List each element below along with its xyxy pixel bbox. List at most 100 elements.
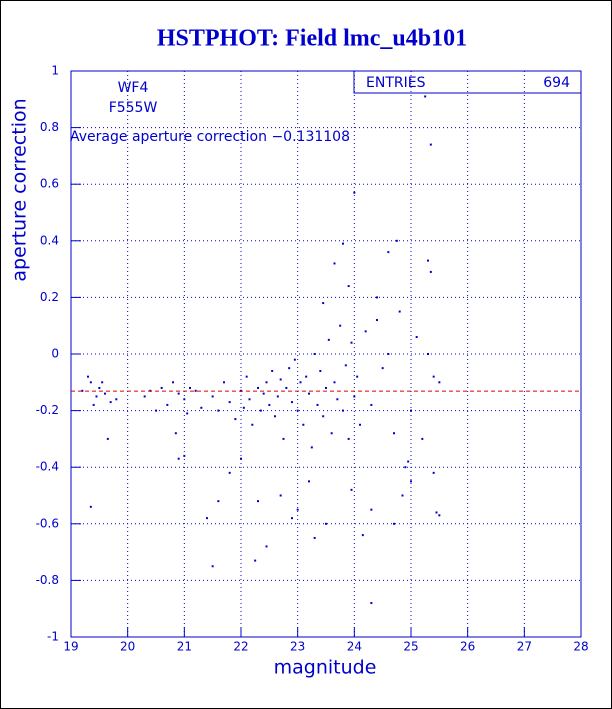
annotation: F555W <box>109 100 158 116</box>
annotation: WF4 <box>118 80 149 96</box>
point <box>282 437 285 440</box>
point <box>336 398 339 401</box>
point <box>271 369 274 372</box>
point <box>279 378 282 381</box>
y-tick-label: 1 <box>51 64 59 78</box>
point <box>407 460 410 463</box>
point <box>350 488 353 491</box>
point <box>344 364 347 367</box>
point <box>257 500 259 503</box>
x-tick-label: 20 <box>120 640 135 654</box>
point <box>438 381 441 384</box>
point <box>211 565 214 568</box>
point <box>183 454 186 457</box>
point <box>327 338 330 341</box>
x-axis-label: magnitude <box>274 657 377 679</box>
point <box>200 406 203 409</box>
point <box>254 559 257 562</box>
point <box>177 457 180 460</box>
point <box>330 432 333 435</box>
point <box>364 330 367 333</box>
point <box>316 403 319 406</box>
point <box>217 500 220 503</box>
point <box>424 95 427 98</box>
point <box>98 386 101 389</box>
point <box>189 386 191 389</box>
x-tick-label: 28 <box>573 640 588 654</box>
point <box>347 285 350 288</box>
point <box>350 341 353 344</box>
point <box>155 409 157 412</box>
point <box>143 395 146 398</box>
x-tick-label: 25 <box>403 640 418 654</box>
point <box>109 401 112 404</box>
point <box>92 403 95 406</box>
point <box>415 336 418 339</box>
point <box>240 457 242 460</box>
point <box>268 403 271 406</box>
point <box>177 392 180 395</box>
y-tick-label: -0.4 <box>36 460 59 474</box>
point <box>322 415 325 418</box>
point <box>381 367 384 370</box>
point <box>194 389 197 392</box>
x-tick-label: 24 <box>347 640 362 654</box>
point <box>166 403 169 406</box>
point <box>356 375 359 378</box>
x-tick-label: 26 <box>460 640 475 654</box>
point <box>313 353 316 355</box>
point <box>242 406 245 409</box>
point <box>106 437 109 440</box>
point <box>361 534 364 537</box>
point <box>410 480 412 483</box>
point <box>245 375 248 378</box>
point <box>291 517 293 520</box>
point <box>206 517 208 520</box>
y-axis-label: aperture correction <box>9 98 31 281</box>
point <box>347 437 350 440</box>
point <box>387 353 390 355</box>
point <box>174 432 177 435</box>
x-tick-label: 23 <box>290 640 305 654</box>
point <box>429 270 432 273</box>
point <box>427 259 429 262</box>
point <box>353 191 356 194</box>
y-tick-label: 0 <box>51 347 59 361</box>
point <box>370 602 373 605</box>
point <box>265 381 268 384</box>
y-tick-label: 0.6 <box>40 177 59 191</box>
point <box>313 536 316 539</box>
point <box>160 386 163 389</box>
x-tick-label: 19 <box>63 640 78 654</box>
point <box>401 494 404 497</box>
point <box>89 505 92 508</box>
point <box>248 398 251 401</box>
point <box>186 412 189 415</box>
point <box>183 398 186 401</box>
point <box>353 395 356 398</box>
point <box>296 508 299 511</box>
point <box>291 401 293 404</box>
point <box>376 296 378 299</box>
point <box>251 423 254 426</box>
point <box>339 324 342 327</box>
y-tick-label: -0.2 <box>36 403 59 417</box>
point <box>228 471 231 474</box>
point <box>432 375 435 378</box>
point <box>87 375 89 378</box>
point <box>438 514 441 517</box>
point <box>410 409 412 412</box>
point <box>333 381 336 384</box>
point <box>404 466 407 469</box>
x-tick-label: 22 <box>233 640 248 654</box>
point <box>421 437 424 440</box>
point <box>265 545 268 548</box>
point <box>288 367 291 370</box>
point <box>308 392 310 395</box>
point <box>299 381 302 384</box>
point <box>322 302 325 305</box>
point <box>325 386 327 389</box>
point <box>342 242 344 245</box>
point <box>333 262 336 265</box>
